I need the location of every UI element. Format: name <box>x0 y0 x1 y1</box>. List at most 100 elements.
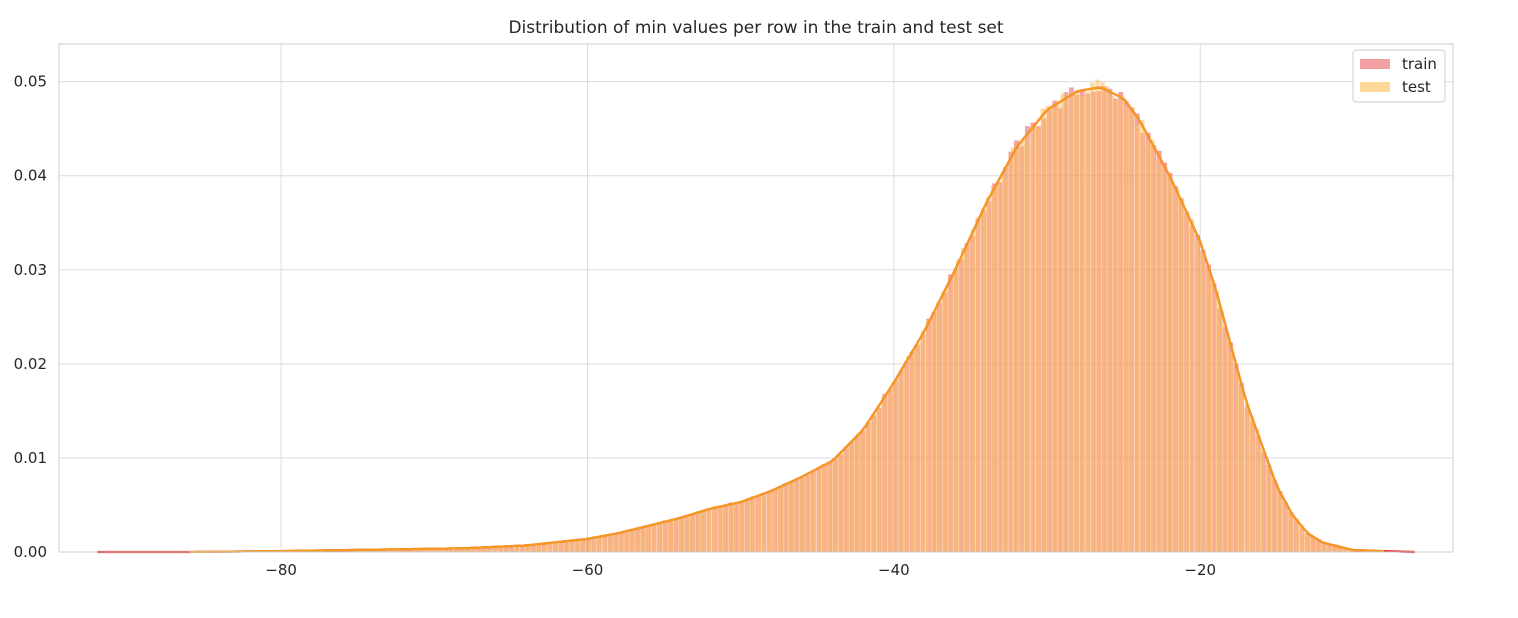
test-bar <box>782 484 786 552</box>
test-bar <box>1205 267 1209 552</box>
test-bar <box>602 535 606 552</box>
test-bar <box>762 493 766 552</box>
test-bar <box>578 539 582 552</box>
test-bar <box>1080 96 1084 552</box>
test-bar <box>1165 173 1169 552</box>
test-bar <box>916 343 920 552</box>
test-bar <box>652 525 656 552</box>
test-bar <box>876 407 880 552</box>
test-bar <box>821 465 825 552</box>
test-bar <box>1036 126 1040 552</box>
test-bar <box>1130 108 1134 552</box>
test-bar <box>1021 140 1025 552</box>
test-bar <box>1280 495 1284 552</box>
test-bar <box>523 546 527 552</box>
test-bar <box>946 286 950 552</box>
test-bar <box>1060 94 1064 552</box>
test-bar <box>1230 352 1234 552</box>
test-bar <box>647 525 651 552</box>
test-bar <box>841 451 845 552</box>
test-bar <box>1095 80 1099 552</box>
test-bar <box>587 538 591 552</box>
test-bar <box>1160 167 1164 552</box>
test-bar <box>941 292 945 552</box>
test-bar <box>732 504 736 553</box>
test-bar <box>697 511 701 552</box>
test-bar <box>856 433 860 552</box>
test-bar <box>1270 474 1274 552</box>
test-bar <box>707 509 711 552</box>
test-bar <box>976 217 980 552</box>
test-bar <box>1150 139 1154 552</box>
test-bar <box>926 320 930 552</box>
test-bar <box>1070 92 1074 552</box>
test-bar <box>896 376 900 553</box>
test-bar <box>642 526 646 552</box>
test-bar <box>767 493 771 552</box>
test-bar <box>921 330 925 552</box>
test-bar <box>617 532 621 552</box>
test-bar <box>568 542 572 552</box>
test-bar <box>1046 106 1050 552</box>
test-bar <box>583 539 587 552</box>
test-bar <box>722 505 726 552</box>
test-bar <box>1235 371 1239 552</box>
test-bar <box>1265 459 1269 552</box>
test-bar <box>1075 90 1079 552</box>
test-bar <box>1120 97 1124 552</box>
test-bar <box>836 455 840 552</box>
test-bar <box>1215 291 1219 552</box>
test-bar <box>1250 416 1254 552</box>
test-bar <box>1170 182 1174 552</box>
test-bar <box>657 523 661 552</box>
test-bar <box>981 209 985 552</box>
test-bar <box>702 511 706 552</box>
test-bar <box>871 414 875 552</box>
y-tick-label: 0.03 <box>14 261 47 279</box>
test-bar <box>612 534 616 552</box>
legend-swatch-test <box>1360 82 1390 92</box>
test-bar <box>1001 175 1005 552</box>
test-bar <box>1115 100 1119 552</box>
test-bar <box>772 490 776 552</box>
test-bar <box>866 422 870 552</box>
test-bar <box>1255 429 1259 552</box>
test-bar <box>881 397 885 552</box>
test-bar <box>1135 125 1139 552</box>
test-bar <box>936 302 940 552</box>
test-bar <box>1185 211 1189 552</box>
test-bar <box>1155 159 1159 552</box>
test-bar <box>886 391 890 552</box>
y-tick-label: 0.02 <box>14 355 47 373</box>
test-bar <box>986 197 990 552</box>
test-bar <box>1260 447 1264 552</box>
test-bar <box>1245 404 1249 552</box>
x-tick-label: −20 <box>1184 561 1216 579</box>
test-bar <box>1140 120 1144 552</box>
test-bar <box>1055 101 1059 552</box>
test-bar <box>1016 146 1020 552</box>
test-bar <box>1041 109 1045 552</box>
test-bar <box>1304 533 1308 552</box>
test-bar <box>742 501 746 552</box>
test-bar <box>747 498 751 552</box>
test-bar <box>911 349 915 552</box>
y-tick-label: 0.04 <box>14 167 47 185</box>
test-bar <box>812 471 816 552</box>
x-axis-ticks: −80−60−40−20 <box>265 561 1216 579</box>
legend-label-test: test <box>1402 78 1431 96</box>
test-bar <box>637 528 641 552</box>
test-bar <box>851 441 855 552</box>
test-bar <box>1065 99 1069 552</box>
test-bar <box>1011 148 1015 552</box>
test-bar <box>1200 253 1204 552</box>
test-bar <box>687 515 691 552</box>
test-bar <box>1085 91 1089 552</box>
test-bar <box>901 369 905 552</box>
test-bar <box>622 532 626 552</box>
test-bar <box>553 543 557 552</box>
test-bar <box>991 186 995 552</box>
test-bar <box>737 504 741 552</box>
test-bar <box>538 544 542 552</box>
test-bar <box>1026 137 1030 552</box>
